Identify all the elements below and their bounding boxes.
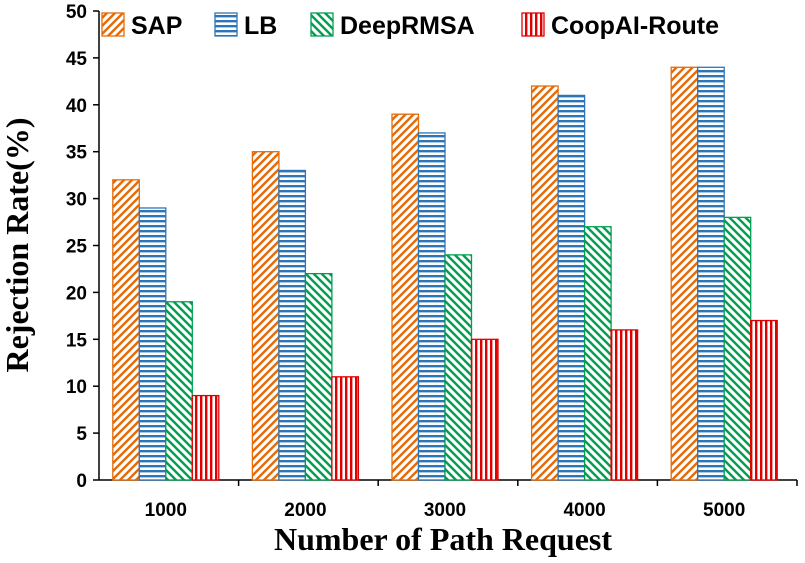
bar-deeprmsa-3000 [444, 254, 473, 481]
bar-deeprmsa-2000 [304, 272, 333, 481]
legend: SAP LB DeepRMSA CoopAI-Route [101, 12, 719, 40]
x-tick-label: 5000 [703, 500, 745, 521]
bar-lb-3000 [417, 132, 446, 481]
legend-swatch-coopai-route [521, 12, 545, 37]
bar-sap-4000 [530, 85, 559, 481]
bar-coopai-route-3000 [470, 338, 499, 481]
x-tick-label: 3000 [424, 500, 466, 521]
x-tick-label: 2000 [284, 500, 326, 521]
legend-swatch-deeprmsa [310, 12, 334, 37]
legend-swatch-sap [101, 12, 125, 37]
legend-label-sap: SAP [131, 12, 182, 40]
x-axis-title: Number of Path Request [274, 521, 612, 557]
bar-lb-5000 [697, 66, 725, 481]
y-tick-label: 45 [66, 49, 88, 70]
x-tick-label: 4000 [563, 500, 605, 521]
y-tick-label: 25 [66, 237, 88, 258]
bar-sap-3000 [391, 113, 420, 481]
bar-sap-5000 [670, 66, 699, 481]
bar-coopai-route-4000 [610, 329, 639, 481]
y-tick-label: 15 [66, 330, 88, 351]
x-tick-label: 1000 [145, 500, 187, 521]
y-tick-label: 50 [66, 2, 87, 23]
bar-lb-1000 [138, 207, 167, 481]
legend-swatch-lb [214, 12, 238, 37]
y-tick-label: 40 [66, 96, 87, 117]
y-tick-label: 5 [76, 424, 87, 445]
legend-label-lb: LB [244, 12, 277, 40]
bar-lb-4000 [557, 94, 586, 481]
legend-label-coopai-route: CoopAI-Route [551, 12, 719, 40]
bar-coopai-route-2000 [331, 376, 360, 481]
y-tick-label: 30 [66, 190, 87, 211]
bar-coopai-route-1000 [191, 394, 220, 481]
bar-sap-1000 [112, 179, 140, 481]
axes: 0 5 10 15 20 25 30 35 40 45 50 1000 2000 3000 4000 5000 [66, 2, 798, 521]
legend-label-deeprmsa: DeepRMSA [340, 12, 475, 40]
y-tick-label: 20 [66, 283, 87, 304]
y-tick-label: 35 [66, 143, 88, 164]
y-tick-label: 0 [76, 471, 87, 492]
y-tick-label: 10 [66, 377, 87, 398]
bar-lb-2000 [278, 169, 307, 481]
bars [112, 66, 778, 481]
y-axis-title: Rejection Rate(%) [0, 118, 35, 373]
bar-coopai-route-5000 [750, 319, 778, 481]
bar-sap-2000 [251, 151, 280, 481]
bar-deeprmsa-4000 [583, 226, 612, 481]
bar-deeprmsa-1000 [165, 301, 193, 481]
bar-deeprmsa-5000 [723, 216, 752, 481]
